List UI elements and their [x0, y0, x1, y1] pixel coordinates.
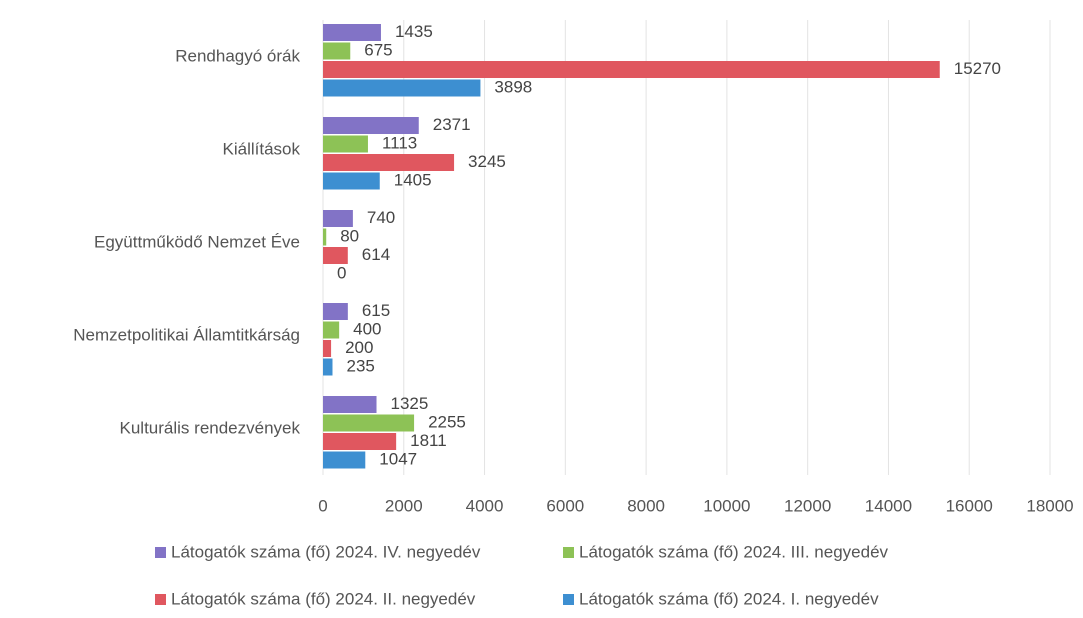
x-tick-label: 18000 — [1026, 496, 1073, 515]
data-label: 2255 — [428, 412, 466, 431]
data-label: 15270 — [954, 59, 1001, 78]
data-label: 1435 — [395, 22, 433, 41]
bar — [323, 117, 419, 134]
data-label: 615 — [362, 301, 390, 320]
x-tick-label: 14000 — [865, 496, 912, 515]
bar — [323, 321, 340, 339]
bar — [323, 433, 397, 450]
legend-label: Látogatók száma (fő) 2024. I. negyedév — [579, 589, 879, 608]
legend-swatch — [563, 594, 574, 605]
data-label: 2371 — [433, 115, 471, 134]
legend-label: Látogatók száma (fő) 2024. II. negyedév — [171, 589, 476, 608]
bar — [323, 414, 415, 432]
category-label: Nemzetpolitikai Államtitkárság — [73, 325, 300, 344]
data-label: 235 — [346, 356, 374, 375]
bar — [323, 340, 332, 357]
data-label: 0 — [337, 263, 346, 282]
data-label: 1113 — [382, 133, 417, 152]
legend-swatch — [563, 547, 574, 558]
legend-label: Látogatók száma (fő) 2024. III. negyedév — [579, 542, 889, 561]
data-label: 1325 — [391, 394, 429, 413]
bar — [323, 42, 351, 60]
data-label: 1811 — [410, 431, 447, 450]
x-tick-label: 10000 — [703, 496, 750, 515]
data-label: 3898 — [494, 77, 532, 96]
category-label: Kulturális rendezvények — [120, 418, 301, 437]
x-tick-label: 8000 — [627, 496, 665, 515]
bar — [323, 154, 455, 171]
legend-swatch — [155, 594, 166, 605]
bar — [323, 61, 940, 78]
bar — [323, 247, 348, 264]
legend-label: Látogatók száma (fő) 2024. IV. negyedév — [171, 542, 481, 561]
bar — [323, 358, 333, 376]
x-tick-label: 6000 — [546, 496, 584, 515]
data-label: 400 — [353, 319, 381, 338]
bar — [323, 451, 366, 469]
data-label: 200 — [345, 338, 373, 357]
data-label: 3245 — [468, 152, 506, 171]
data-label: 80 — [340, 226, 359, 245]
category-label: Kiállítások — [223, 139, 301, 158]
x-tick-label: 0 — [318, 496, 327, 515]
category-label: Rendhagyó órák — [175, 46, 300, 65]
bar — [323, 228, 327, 246]
data-label: 740 — [367, 208, 395, 227]
bar — [323, 396, 377, 413]
bar — [323, 79, 481, 97]
x-tick-label: 2000 — [385, 496, 423, 515]
x-tick-label: 4000 — [466, 496, 504, 515]
bar — [323, 172, 380, 190]
bar — [323, 303, 348, 320]
data-label: 1047 — [379, 449, 417, 468]
bar — [323, 210, 353, 227]
data-label: 675 — [364, 40, 392, 59]
x-tick-label: 16000 — [946, 496, 993, 515]
data-label: 614 — [362, 245, 390, 264]
x-tick-label: 12000 — [784, 496, 831, 515]
legend-swatch — [155, 547, 166, 558]
bar — [323, 135, 368, 153]
category-label: Együttműködő Nemzet Éve — [94, 232, 300, 251]
bar — [323, 24, 381, 41]
data-label: 1405 — [394, 170, 432, 189]
